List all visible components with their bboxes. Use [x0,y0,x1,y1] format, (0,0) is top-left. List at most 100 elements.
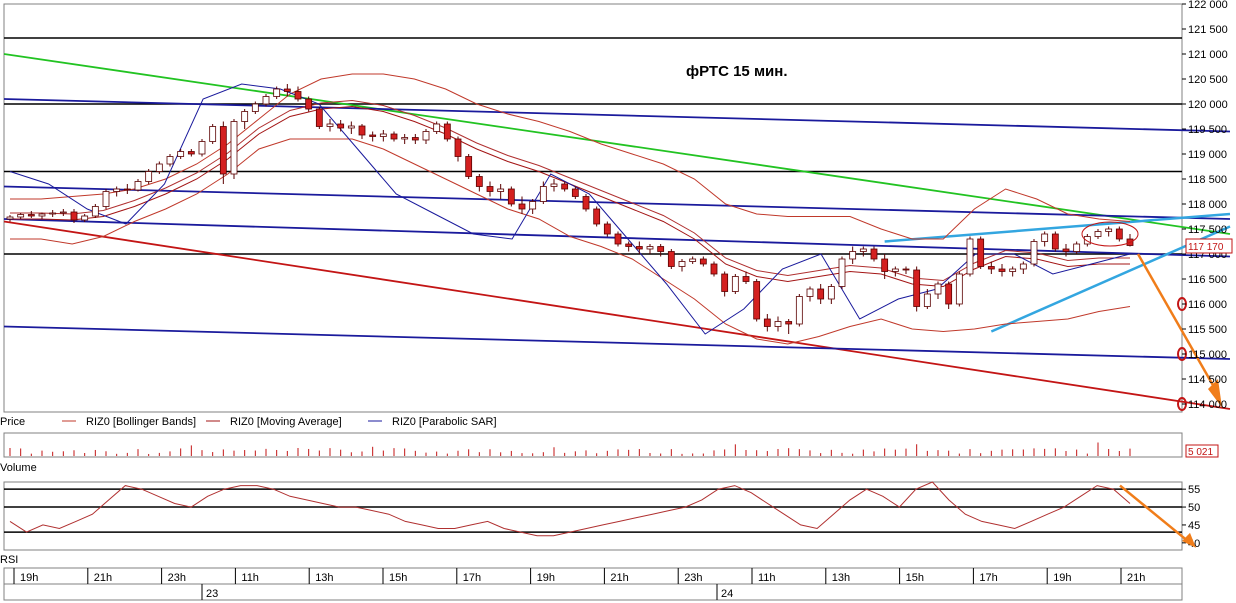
candle-body [731,276,739,292]
time-label: 11h [241,572,259,584]
candle-body [113,188,121,192]
candle-body [305,98,313,110]
date-label: 24 [721,588,733,600]
candle-body [571,188,579,197]
candle-body [635,246,643,250]
time-label: 15h [389,572,407,584]
candle-body [934,283,942,295]
candle-body [582,196,590,210]
candle-body [91,206,99,217]
time-label: 19h [20,572,38,584]
price-tick-label: 119 000 [1188,149,1227,161]
candle-body [913,269,921,307]
candle-body [17,214,25,218]
candle-body [817,288,825,300]
rsi-tick-label: 45 [1188,520,1200,532]
chart-title: фРТС 15 мин. [686,63,788,80]
price-axis: 122 000 121 500 121 000 120 500 120 000 119 5… [1182,0,1228,411]
candle-body [1009,268,1017,272]
candle-body [1019,263,1027,270]
candle-body [443,123,451,140]
date-label: 23 [206,588,218,600]
candle-body [187,151,195,155]
price-tick-label: 114 500 [1188,374,1227,386]
trendline [3,220,1231,410]
candle-body [198,141,206,155]
candle-body [987,266,995,270]
candle-body [145,171,153,182]
candle-body [1051,233,1059,250]
candle-body [315,108,323,127]
time-label: 21h [94,572,112,584]
highlight-ellipse [1081,221,1139,247]
price-tick-label: 122 000 [1188,0,1228,11]
candle-body [337,123,345,129]
trendline [3,53,1231,235]
time-label: 11h [758,572,776,584]
rsi-plot-frame [3,481,1183,551]
candle-body [689,258,697,262]
candle-body [678,261,686,267]
time-label: 19h [1053,572,1071,584]
candle-body [827,286,835,300]
moving-average-line [10,99,1130,282]
volume-label: Volume [0,462,37,474]
candle-body [1030,241,1038,265]
candle-body [774,321,782,327]
candle-body [902,268,910,271]
candle-body [102,191,110,207]
rsi-arrow-line [1119,484,1191,544]
trendline [3,325,1231,360]
price-tick-label: 115 500 [1188,324,1227,336]
candle-body [657,246,665,252]
price-tick-label: 117 500 [1188,224,1227,236]
rsi-levels [4,488,1182,533]
parabolic-sar-line [9,83,1131,335]
volume-last-label: 5 021 [1188,447,1213,458]
price-tick-label: 118 500 [1188,174,1227,186]
rsi-forecast-arrow [1119,484,1196,548]
candle-body [753,281,761,320]
candle-body [955,273,963,305]
time-label: 23h [684,572,702,584]
candle-body [539,186,547,202]
candle-body [881,258,889,272]
legend: Price RIZ0 [Bollinger Bands] RIZ0 [Movin… [0,411,1182,428]
candle-body [81,215,89,221]
forecast-arrowhead [1208,379,1222,408]
candle-body [347,125,355,129]
candle-body [603,223,611,235]
candle-body [1041,233,1049,242]
last-price-tag: 117 170 [1185,238,1233,254]
last-price-label: 117 170 [1188,242,1224,253]
candle-body [699,258,707,265]
candle-body [763,318,771,327]
bollinger-lower [10,138,1131,345]
price-tick-label: 119 500 [1188,124,1227,136]
candle-body [422,131,430,141]
candle-body [59,211,67,214]
candle-body [529,201,537,210]
candle-body [401,137,409,140]
candle-body [465,156,473,177]
time-label: 17h [463,572,481,584]
candle-body [454,138,462,157]
candle-body [390,133,398,140]
candle-body [721,273,729,292]
time-label: 23h [168,572,186,584]
time-label: 13h [832,572,850,584]
candle-body [123,188,131,191]
candle-body [6,216,14,220]
candle-body [134,181,142,191]
rsi-polyline [9,481,1131,537]
price-tick-label: 120 000 [1188,99,1228,111]
volume-plot-frame [3,432,1183,458]
candle-body [1083,236,1091,245]
candle-body [507,188,515,205]
price-tick-label: 120 500 [1188,74,1228,86]
candle-body [667,251,675,267]
candle-body [49,212,57,215]
candle-body [838,258,846,287]
time-label: 21h [1127,572,1145,584]
